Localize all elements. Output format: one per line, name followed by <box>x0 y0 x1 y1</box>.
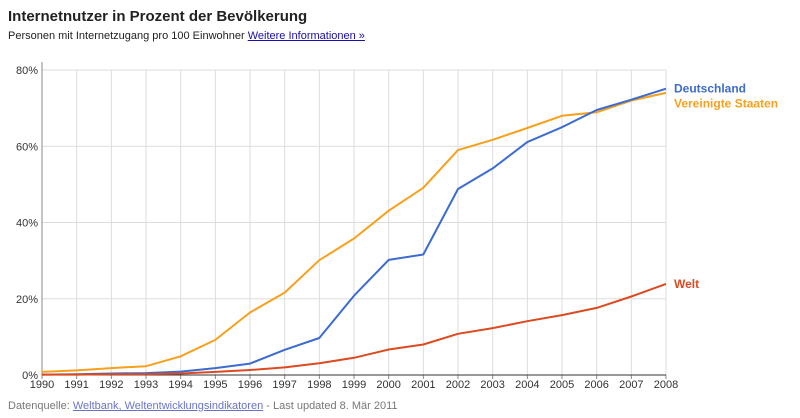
y-tick-label: 80% <box>16 65 38 77</box>
x-tick-label: 2001 <box>411 379 435 391</box>
x-tick-label: 1994 <box>168 379 192 391</box>
chart-subtitle: Personen mit Internetzugang pro 100 Einw… <box>8 30 365 42</box>
x-tick-label: 1992 <box>99 379 123 391</box>
axis-layer: 0% 20% 40% 60% 80% 1990 1991 1992 1993 1994 1995 19… <box>16 62 678 391</box>
x-tick-label: 1998 <box>307 379 331 391</box>
x-tick-label: 1997 <box>272 379 296 391</box>
x-tick-label: 1993 <box>134 379 158 391</box>
y-tick-label: 40% <box>16 218 38 230</box>
x-tick-label: 2000 <box>376 379 400 391</box>
data-source: Datenquelle: Weltbank, Weltentwicklungsi… <box>8 400 398 412</box>
series-label-vereinigte-staaten: Vereinigte Staaten <box>674 97 778 111</box>
more-info-link[interactable]: Weitere Informationen » <box>247 30 365 42</box>
subtitle-text: Personen mit Internetzugang pro 100 Einw… <box>8 30 245 42</box>
x-tick-label: 1995 <box>203 379 227 391</box>
x-tick-label: 2005 <box>550 379 574 391</box>
x-tick-label: 1999 <box>342 379 366 391</box>
last-updated: - Last updated 8. Mär 2011 <box>266 400 398 412</box>
x-tick-label: 2006 <box>584 379 608 391</box>
x-tick-label: 2008 <box>654 379 678 391</box>
x-tick-label: 2002 <box>446 379 470 391</box>
x-tick-label: 2007 <box>619 379 643 391</box>
y-tick-label: 60% <box>16 141 38 153</box>
x-tick-label: 1991 <box>64 379 88 391</box>
x-tick-label: 1990 <box>30 379 54 391</box>
source-prefix: Datenquelle: <box>8 400 70 412</box>
series-label-welt: Welt <box>674 277 699 291</box>
x-tick-label: 1996 <box>238 379 262 391</box>
chart-title: Internetnutzer in Prozent der Bevölkerun… <box>8 8 308 25</box>
grid-layer <box>42 69 667 375</box>
x-tick-label: 2004 <box>515 379 539 391</box>
x-tick-label: 2003 <box>480 379 504 391</box>
y-tick-label: 20% <box>16 294 38 306</box>
series-layer <box>41 87 667 376</box>
series-line-deutschland <box>41 87 667 376</box>
series-line-vereinigte-staaten <box>41 91 667 373</box>
series-line-welt <box>42 282 667 376</box>
y-tick-label: 0% <box>22 370 38 382</box>
source-link[interactable]: Weltbank, Weltentwicklungsindikatoren <box>72 400 264 412</box>
series-label-deutschland: Deutschland <box>674 82 746 96</box>
